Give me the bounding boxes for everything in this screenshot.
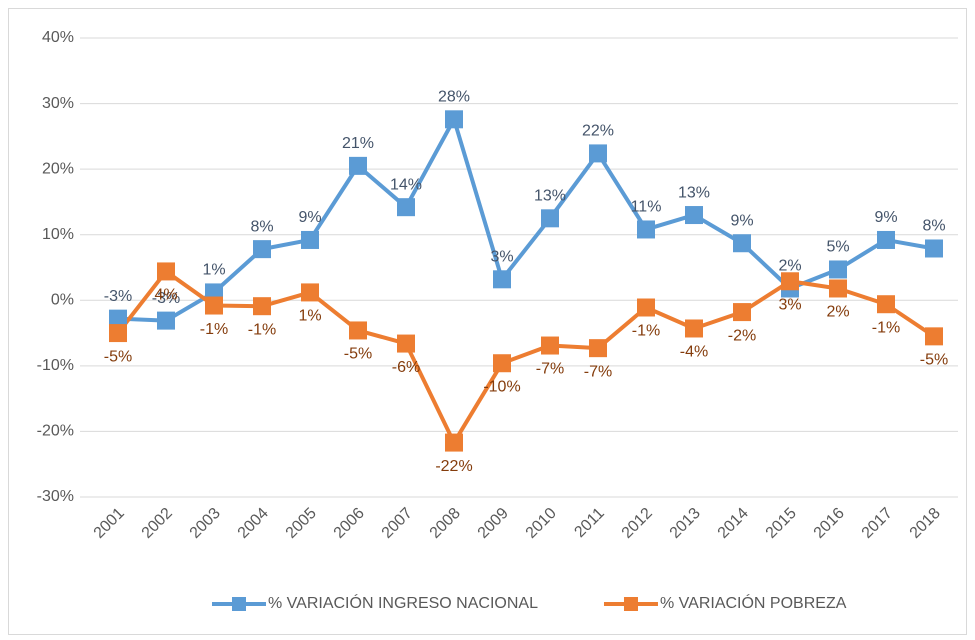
legend-label: % VARIACIÓN POBREZA — [660, 593, 847, 612]
data-label: 9% — [874, 209, 897, 226]
marker — [685, 319, 703, 338]
data-label: 11% — [631, 199, 662, 216]
marker — [397, 334, 415, 353]
data-label: -1% — [872, 319, 900, 336]
y-tick-label: 10% — [42, 226, 74, 243]
marker — [109, 309, 127, 328]
data-label: 2% — [826, 304, 849, 321]
data-label: -6% — [392, 359, 420, 376]
marker — [733, 303, 751, 322]
y-tick-label: 40% — [42, 29, 74, 46]
marker — [877, 295, 895, 314]
marker — [637, 298, 655, 317]
data-label: 2% — [778, 258, 801, 275]
data-label: -1% — [248, 321, 276, 338]
marker — [877, 230, 895, 249]
data-label: 9% — [298, 209, 321, 226]
marker — [109, 324, 127, 343]
y-tick-label: 0% — [51, 292, 74, 309]
data-label: 22% — [582, 123, 614, 140]
data-label: -3% — [152, 290, 180, 307]
data-label: -7% — [536, 361, 564, 378]
marker — [349, 321, 367, 340]
data-label: 14% — [390, 176, 422, 193]
y-tick-label: -10% — [37, 357, 74, 374]
y-tick-label: 20% — [42, 160, 74, 177]
data-label: -4% — [680, 344, 708, 361]
marker — [685, 206, 703, 225]
marker — [541, 209, 559, 228]
y-tick-label: 30% — [42, 95, 74, 112]
data-label: 9% — [730, 212, 753, 229]
data-label: 21% — [342, 135, 374, 152]
data-label: -7% — [584, 363, 612, 380]
marker — [589, 339, 607, 358]
data-label: 28% — [438, 89, 470, 106]
data-label: -5% — [344, 346, 372, 363]
marker — [349, 156, 367, 175]
data-label: -5% — [104, 348, 132, 365]
data-label: -1% — [632, 323, 660, 340]
data-label: 1% — [202, 262, 225, 279]
legend-marker — [232, 597, 246, 611]
marker — [157, 262, 175, 281]
marker — [829, 279, 847, 298]
data-label: 8% — [250, 218, 273, 235]
data-label: 13% — [678, 184, 710, 201]
data-label: 13% — [534, 188, 566, 205]
marker — [781, 272, 799, 291]
data-label: -22% — [435, 458, 472, 475]
data-label: 8% — [922, 218, 945, 235]
y-tick-label: -20% — [37, 423, 74, 440]
marker — [829, 260, 847, 279]
data-label: -10% — [483, 378, 520, 395]
data-label: 5% — [826, 239, 849, 256]
data-label: 3% — [490, 249, 513, 266]
marker — [925, 239, 943, 258]
data-label: 1% — [298, 308, 321, 325]
marker — [541, 336, 559, 355]
marker — [925, 327, 943, 346]
legend-marker — [623, 597, 638, 611]
data-label: -3% — [104, 288, 132, 305]
marker — [445, 110, 463, 129]
marker — [301, 230, 319, 249]
data-label: 3% — [778, 296, 801, 313]
marker — [493, 270, 511, 289]
marker — [589, 144, 607, 163]
marker — [253, 240, 271, 259]
marker — [157, 311, 175, 330]
marker — [205, 296, 223, 315]
data-label: -5% — [920, 352, 948, 369]
y-tick-label: -30% — [37, 488, 74, 505]
marker — [637, 220, 655, 239]
data-label: 4% — [154, 287, 177, 304]
marker — [493, 354, 511, 373]
data-label: -1% — [200, 321, 228, 338]
marker — [301, 283, 319, 302]
marker — [445, 433, 463, 452]
marker — [253, 297, 271, 316]
marker — [733, 234, 751, 253]
legend-label: % VARIACIÓN INGRESO NACIONAL — [268, 593, 538, 612]
data-label: -2% — [728, 327, 756, 344]
marker — [397, 198, 415, 217]
